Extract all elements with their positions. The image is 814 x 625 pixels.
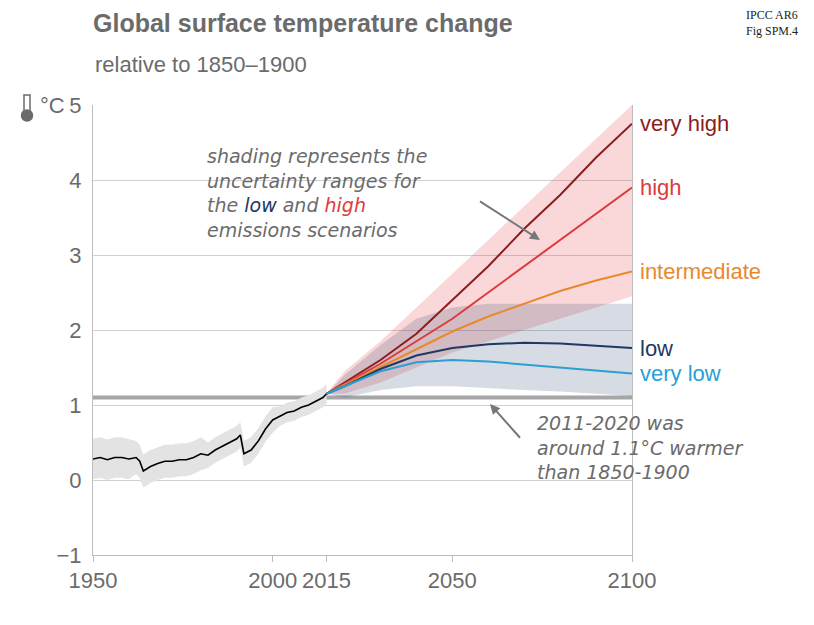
svg-text:IPCC AR6Fig SPM.4: IPCC AR6Fig SPM.4	[746, 8, 798, 38]
svg-text:2: 2	[69, 318, 81, 343]
svg-text:−1: −1	[57, 543, 82, 568]
svg-text:0: 0	[69, 468, 81, 493]
svg-text:high: high	[640, 175, 682, 200]
svg-text:Global surface temperature cha: Global surface temperature change	[93, 9, 513, 37]
svg-text:very high: very high	[640, 111, 729, 136]
svg-text:relative to 1850–1900: relative to 1850–1900	[95, 52, 307, 77]
svg-text:2011-2020 wasaround 1.1°C warm: 2011-2020 wasaround 1.1°C warmerthan 185…	[537, 412, 743, 483]
svg-text:intermediate: intermediate	[640, 259, 761, 284]
svg-text:2100: 2100	[608, 568, 657, 593]
svg-text:°C: °C	[40, 93, 65, 118]
svg-text:3: 3	[69, 243, 81, 268]
svg-text:1950: 1950	[69, 568, 118, 593]
svg-text:2015: 2015	[302, 568, 351, 593]
svg-text:1: 1	[69, 393, 81, 418]
svg-text:2050: 2050	[428, 568, 477, 593]
svg-text:5: 5	[69, 93, 81, 118]
svg-text:4: 4	[69, 168, 81, 193]
svg-text:very low: very low	[640, 361, 721, 386]
svg-text:2000: 2000	[248, 568, 297, 593]
svg-text:low: low	[640, 336, 673, 361]
svg-text:shading represents theuncertai: shading represents theuncertainty ranges…	[207, 145, 427, 241]
